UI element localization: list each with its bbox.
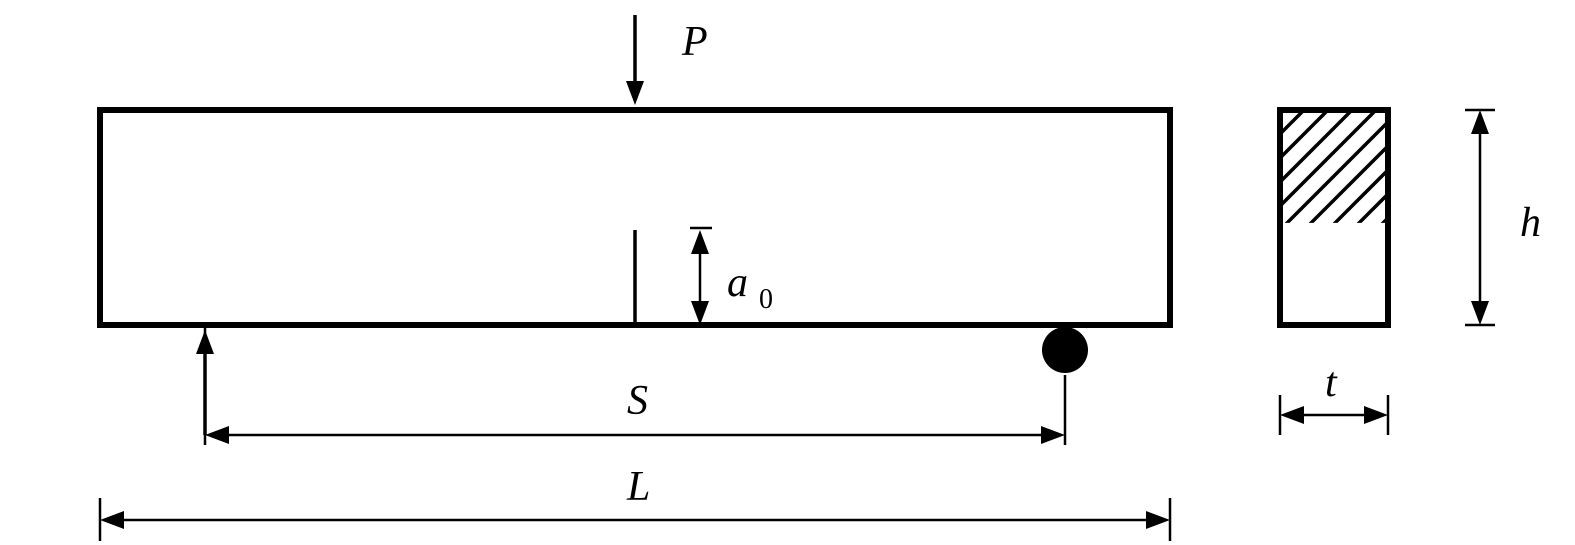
label-L: L <box>626 464 650 510</box>
label-h: h <box>1520 200 1541 246</box>
label-S: S <box>627 378 648 424</box>
beam-side-view <box>100 110 1170 325</box>
dim-t: t <box>1280 360 1388 435</box>
load-P: P <box>626 15 708 105</box>
roller-support <box>1042 327 1088 373</box>
dim-S: S <box>205 327 1065 445</box>
dim-L: L <box>100 464 1170 541</box>
label-t: t <box>1325 360 1338 406</box>
label-a: a <box>727 260 748 306</box>
beam-diagram: Pa0 SLh t <box>0 0 1575 545</box>
label-P: P <box>681 19 708 65</box>
label-a-sub: 0 <box>759 284 773 315</box>
dim-h: h <box>1465 110 1541 325</box>
